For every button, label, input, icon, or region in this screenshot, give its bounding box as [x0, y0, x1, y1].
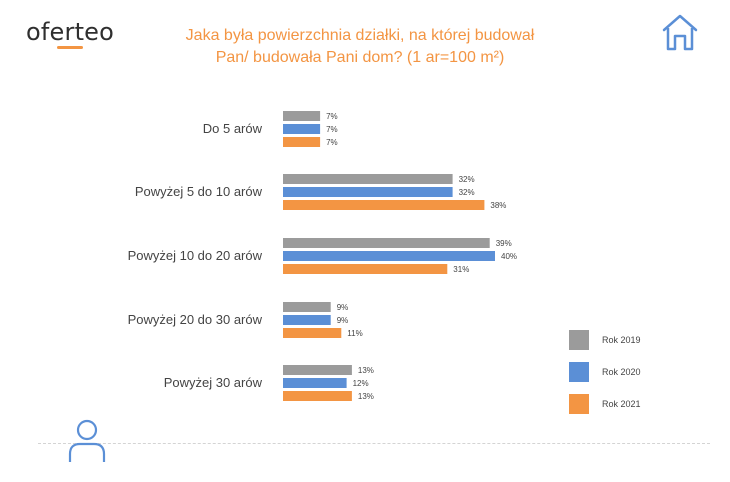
logo: oferteo	[26, 18, 115, 46]
category-label: Powyżej 20 do 30 arów	[128, 312, 263, 327]
category-label: Powyżej 10 do 20 arów	[128, 248, 263, 263]
bar	[283, 174, 453, 184]
data-label: 31%	[453, 265, 469, 274]
chart-title-line-1: Jaka była powierzchnia działki, na które…	[185, 27, 535, 44]
house-icon	[662, 14, 698, 51]
data-label: 9%	[337, 303, 349, 312]
bar	[283, 238, 490, 248]
footer-divider	[38, 443, 710, 444]
logo-underline	[57, 46, 83, 49]
bar	[283, 264, 448, 274]
data-label: 32%	[459, 188, 475, 197]
category-label: Powyżej 5 do 10 arów	[135, 184, 263, 199]
bar	[283, 137, 321, 147]
bar	[283, 302, 331, 312]
bar	[283, 328, 342, 338]
bar	[283, 365, 352, 375]
legend-label: Rok 2020	[602, 367, 641, 377]
data-label: 13%	[358, 392, 374, 401]
data-label: 13%	[358, 366, 374, 375]
data-label: 40%	[501, 252, 517, 261]
legend-swatch	[569, 394, 589, 414]
data-label: 32%	[459, 175, 475, 184]
data-label: 38%	[490, 201, 506, 210]
chart-title: Jaka była powierzchnia działki, na które…	[150, 25, 570, 69]
category-label: Do 5 arów	[203, 121, 263, 136]
legend-swatch	[569, 362, 589, 382]
bar	[283, 124, 321, 134]
data-label: 39%	[496, 239, 512, 248]
legend-label: Rok 2021	[602, 399, 641, 409]
data-label: 7%	[326, 125, 338, 134]
bar	[283, 315, 331, 325]
data-label: 12%	[353, 379, 369, 388]
legend-swatch	[569, 330, 589, 350]
data-label: 7%	[326, 112, 338, 121]
data-label: 7%	[326, 138, 338, 147]
legend-label: Rok 2019	[602, 335, 641, 345]
bar	[283, 251, 495, 261]
person-icon	[68, 419, 106, 462]
category-label: Powyżej 30 arów	[164, 375, 263, 390]
bar	[283, 187, 453, 197]
data-label: 11%	[347, 329, 362, 338]
bar	[283, 378, 347, 388]
bar	[283, 111, 321, 121]
chart-title-line-2: Pan/ budowała Pani dom? (1 ar=100 m²)	[215, 49, 505, 66]
bar	[283, 391, 352, 401]
bar	[283, 200, 485, 210]
data-label: 9%	[337, 316, 349, 325]
